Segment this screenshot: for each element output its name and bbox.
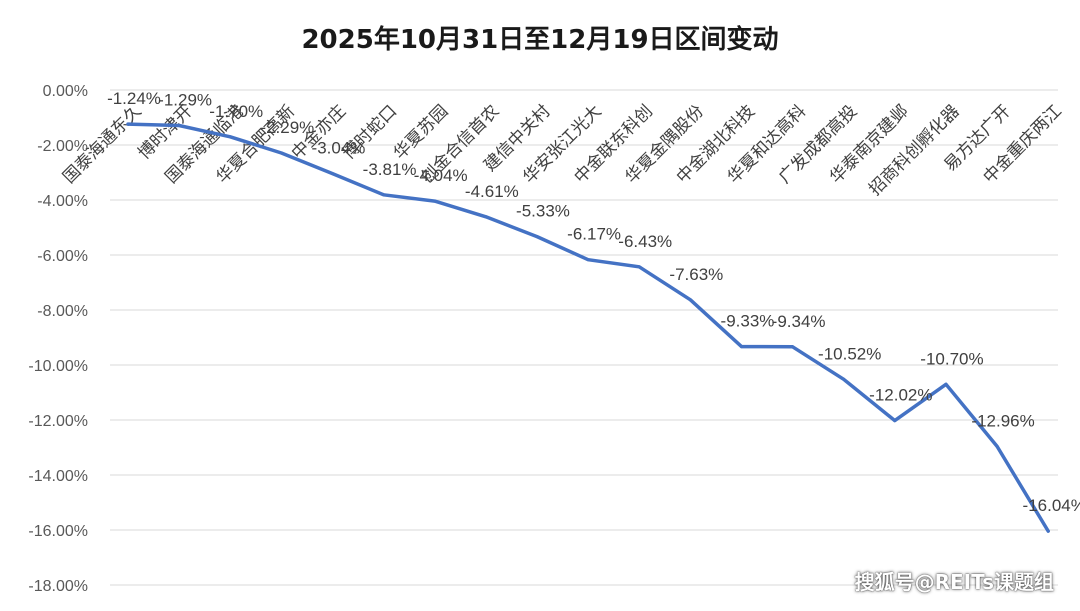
data-point <box>484 215 488 219</box>
data-point <box>382 193 386 197</box>
data-point <box>637 265 641 269</box>
data-point <box>433 199 437 203</box>
gridlines <box>110 89 1058 586</box>
data-label: -4.61% <box>465 182 519 201</box>
watermark: 搜狐号@REITs课题组 <box>854 570 1054 594</box>
data-label: -3.81% <box>363 160 417 179</box>
y-tick-label: -4.00% <box>37 193 88 210</box>
data-point <box>177 123 181 127</box>
data-label: -10.70% <box>920 349 983 368</box>
y-tick-label: -6.00% <box>37 248 88 265</box>
y-tick-label: -12.00% <box>28 413 88 430</box>
y-tick-label: -14.00% <box>28 468 88 485</box>
y-tick-label: -10.00% <box>28 358 88 375</box>
data-point <box>944 382 948 386</box>
data-point <box>279 151 283 155</box>
series-line <box>126 122 1050 533</box>
data-point <box>228 135 232 139</box>
x-tick-label: 招商科创孵化器 <box>865 101 963 199</box>
data-label: -6.43% <box>618 232 672 251</box>
data-label: -9.34% <box>772 312 826 331</box>
data-label: -4.04% <box>414 166 468 185</box>
data-labels: -1.24%-1.29%-1.70%-2.29% -3.04% -3.81%-4.0… <box>107 89 1080 515</box>
data-label: -1.70% <box>209 102 263 121</box>
data-label: -1.29% <box>158 90 212 109</box>
data-label: -1.24% <box>107 89 161 108</box>
data-point <box>126 122 130 126</box>
y-tick-label: 0.00% <box>43 83 88 100</box>
y-axis-ticks: 0.00% -2.00% -4.00% -6.00% -8.00% -10.00% -12.… <box>28 83 88 595</box>
data-label: -5.33% <box>516 202 570 221</box>
data-label: -6.17% <box>567 225 621 244</box>
chart-title: 2025年10月31日至12月19日区间变动 <box>301 24 778 55</box>
data-label: -7.63% <box>669 265 723 284</box>
y-tick-label: -18.00% <box>28 578 88 595</box>
data-point <box>1046 529 1050 533</box>
y-tick-label: -2.00% <box>37 138 88 155</box>
data-point <box>893 419 897 423</box>
data-label: -3.04% <box>312 139 366 158</box>
y-tick-label: -16.00% <box>28 523 88 540</box>
data-point <box>330 172 334 176</box>
data-point <box>995 444 999 448</box>
data-label: -2.29% <box>260 118 314 137</box>
data-label: -12.02% <box>869 386 932 405</box>
data-point <box>586 258 590 262</box>
data-point <box>535 235 539 239</box>
data-label: -10.52% <box>818 344 881 363</box>
data-label: -9.33% <box>721 312 775 331</box>
series-points <box>126 122 1050 533</box>
y-tick-label: -8.00% <box>37 303 88 320</box>
data-point <box>739 345 743 349</box>
data-label: -12.96% <box>971 411 1034 430</box>
data-point <box>791 345 795 349</box>
series-line-group <box>126 122 1050 533</box>
data-label: -16.04% <box>1023 496 1080 515</box>
data-point <box>842 377 846 381</box>
data-point <box>688 298 692 302</box>
